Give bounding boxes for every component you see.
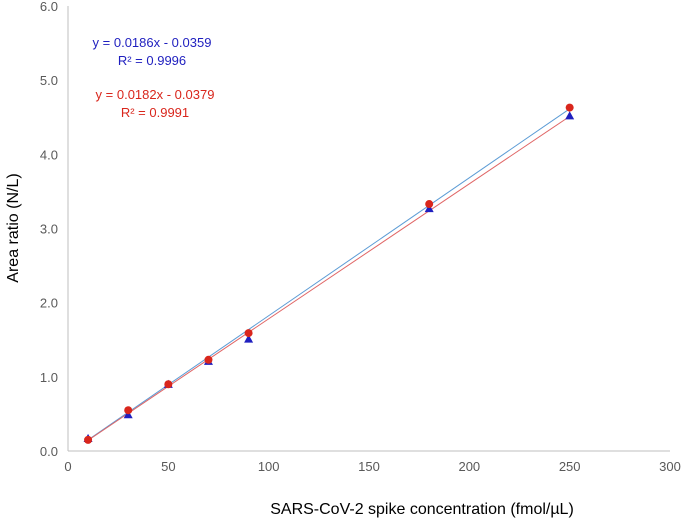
data-point-circle — [244, 329, 253, 338]
y-tick-label: 1.0 — [40, 370, 58, 385]
data-point-triangle — [244, 334, 254, 343]
y-axis-title: Area ratio (N/L) — [5, 173, 22, 282]
x-tick-labels: 0 50 100 150 200 250 300 — [64, 459, 680, 474]
x-tick-label: 250 — [559, 459, 581, 474]
data-point-triangle — [565, 111, 575, 120]
data-point-circle — [84, 435, 93, 444]
red-r2-label: R² = 0.9991 — [121, 105, 189, 120]
blue-r2-label: R² = 0.9996 — [118, 53, 186, 68]
data-point-circle — [425, 200, 434, 209]
data-point-circle — [164, 380, 173, 389]
trendline-series-1 — [87, 115, 570, 441]
trendlines — [87, 108, 570, 441]
x-tick-label: 200 — [458, 459, 480, 474]
blue-equation-label: y = 0.0186x - 0.0359 — [93, 35, 212, 50]
x-tick-label: 300 — [659, 459, 681, 474]
y-tick-label: 0.0 — [40, 444, 58, 459]
x-tick-label: 150 — [358, 459, 380, 474]
y-tick-label: 3.0 — [40, 222, 58, 237]
y-tick-label: 2.0 — [40, 296, 58, 311]
y-tick-labels: 0.0 1.0 2.0 3.0 4.0 5.0 6.0 — [40, 0, 58, 459]
y-tick-label: 5.0 — [40, 73, 58, 88]
data-point-circle — [204, 355, 213, 364]
trendline-series-0 — [87, 108, 570, 441]
y-tick-label: 6.0 — [40, 0, 58, 14]
data-point-circle — [124, 406, 133, 415]
axes — [67, 6, 670, 452]
red-equation-label: y = 0.0182x - 0.0379 — [96, 87, 215, 102]
data-points — [83, 103, 575, 444]
x-tick-label: 50 — [161, 459, 175, 474]
x-tick-label: 0 — [64, 459, 71, 474]
x-axis-title: SARS-CoV-2 spike concentration (fmol/µL) — [270, 501, 574, 518]
data-point-circle — [565, 103, 574, 112]
x-tick-label: 100 — [258, 459, 280, 474]
y-tick-label: 4.0 — [40, 147, 58, 162]
